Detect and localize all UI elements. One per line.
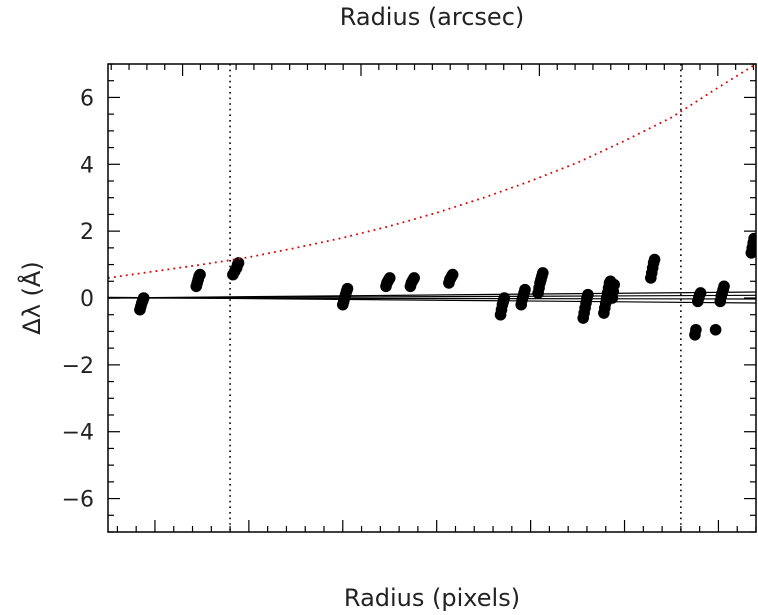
data-point [718,280,730,293]
data-point [341,282,354,295]
top-axis-title: Radius (arcsec) [340,3,525,31]
y-tick-label: −4 [62,421,94,446]
y-tick-label: 2 [80,220,94,245]
data-point [194,268,206,281]
data-point [519,283,531,296]
fit-line [108,294,756,299]
data-point [709,323,722,336]
data-point [383,272,396,284]
axis-ticks: −6 −4 −2 0 2 4 6 [62,63,757,533]
y-tick-label: 4 [80,153,94,178]
y-tick-label: −6 [62,488,94,513]
y-tick-label: 0 [80,287,94,312]
y-axis-title: Δλ (Å) [17,261,46,334]
y-tick-label: −2 [62,354,94,379]
data-point [446,268,459,281]
x-axis-title: Radius (pixels) [344,584,520,612]
data-point [537,267,549,279]
data-point [748,232,756,245]
data-point [582,288,594,301]
dotted-envelope-curve [108,64,756,279]
data-point [648,253,661,266]
data-point [690,323,702,336]
data-point [608,278,620,291]
fit-line [108,296,756,304]
point-series [134,232,756,341]
y-tick-label: 6 [80,86,94,111]
data-point [232,257,245,269]
series-layer [108,64,756,341]
data-point [408,272,420,284]
